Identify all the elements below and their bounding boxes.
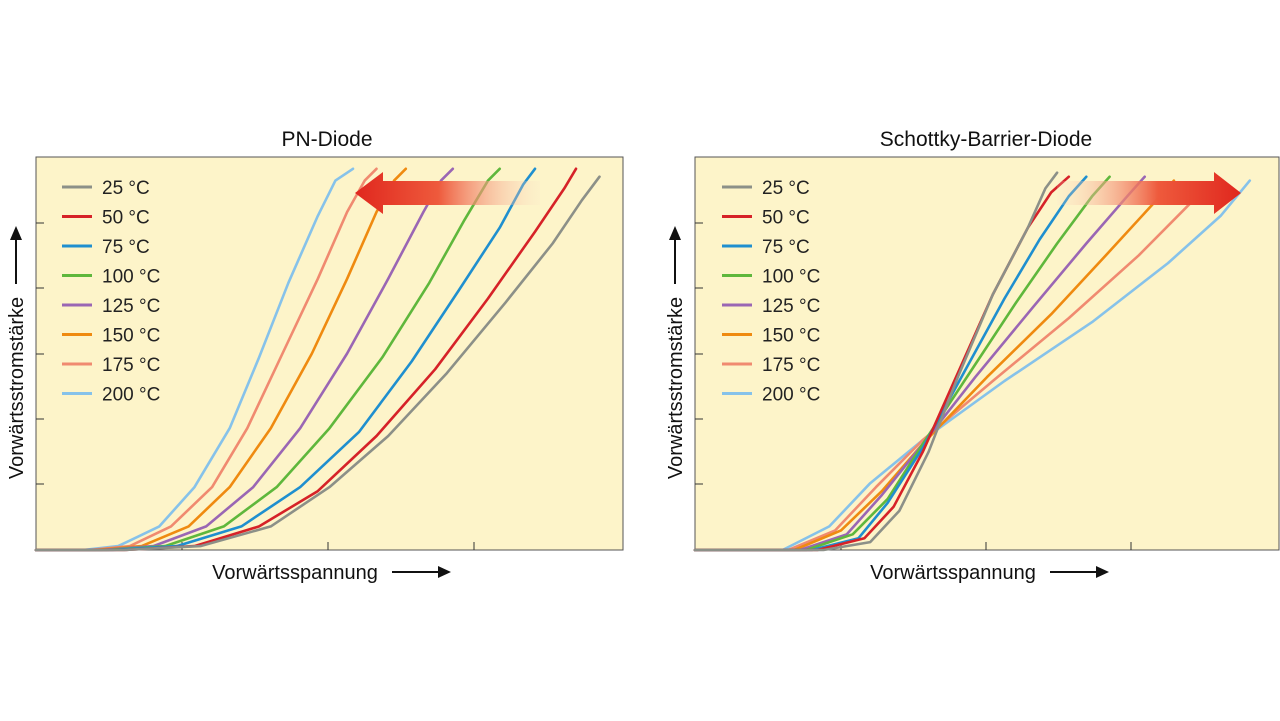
- legend: 25 °C 50 °C 75 °C 100 °C 125 °C 150 °C 175 °C 2…: [722, 178, 820, 406]
- x-axis-label: Vorwärtsspannung: [212, 562, 378, 584]
- legend-label: 125 °C: [762, 296, 820, 317]
- legend-item: 200 °C: [722, 385, 820, 406]
- chart-title: PN-Diode: [281, 128, 372, 151]
- y-ticks: [695, 222, 703, 485]
- legend-label: 25 °C: [102, 178, 150, 199]
- legend-label: 100 °C: [102, 267, 160, 288]
- y-axis-arrowhead: [10, 226, 22, 240]
- legend-label: 150 °C: [762, 326, 820, 347]
- legend-label: 75 °C: [762, 237, 810, 258]
- legend-item: 75 °C: [722, 237, 810, 258]
- legend-item: 125 °C: [62, 296, 160, 317]
- legend-item: 200 °C: [62, 385, 160, 406]
- series-line-200-c: [693, 179, 1252, 552]
- series-line-125-c: [693, 175, 1146, 552]
- series-line-50-c: [693, 175, 1071, 552]
- legend-item: 25 °C: [62, 178, 150, 199]
- chart-title: Schottky-Barrier-Diode: [880, 128, 1092, 151]
- y-axis-label: Vorwärtsstromstärke: [665, 297, 687, 479]
- legend-item: 125 °C: [722, 296, 820, 317]
- legend-item: 50 °C: [62, 208, 150, 229]
- series-line-25-c: [34, 175, 601, 552]
- series-line-175-c: [693, 183, 1211, 552]
- legend-item: 100 °C: [722, 267, 820, 288]
- series-line-25-c: [693, 171, 1059, 552]
- legend-item: 50 °C: [722, 208, 810, 229]
- series-line-75-c: [693, 175, 1088, 552]
- chart-pn-diode: PN-Diode 25 °C 50 °C 75 °C 100 °C 125 °C 150 …: [6, 128, 624, 584]
- x-axis-label: Vorwärtsspannung: [870, 562, 1036, 584]
- series-line-150-c: [693, 179, 1176, 552]
- series-group: [34, 167, 601, 552]
- legend-item: 150 °C: [62, 326, 160, 347]
- legend-label: 200 °C: [762, 385, 820, 406]
- y-axis-label: Vorwärtsstromstärke: [6, 297, 28, 479]
- y-ticks: [36, 222, 44, 485]
- shift-left-arrow: [355, 172, 540, 214]
- legend-item: 25 °C: [722, 178, 810, 199]
- legend-label: 125 °C: [102, 296, 160, 317]
- series-group: [693, 171, 1252, 552]
- legend-label: 100 °C: [762, 267, 820, 288]
- legend-item: 175 °C: [722, 355, 820, 376]
- legend-label: 200 °C: [102, 385, 160, 406]
- legend-item: 175 °C: [62, 355, 160, 376]
- x-axis-arrowhead: [438, 566, 451, 578]
- y-axis-arrowhead: [669, 226, 681, 240]
- legend-label: 25 °C: [762, 178, 810, 199]
- plot-area: [694, 156, 1280, 551]
- x-axis-arrowhead: [1096, 566, 1109, 578]
- legend-label: 50 °C: [762, 208, 810, 229]
- legend-label: 150 °C: [102, 326, 160, 347]
- legend-item: 150 °C: [722, 326, 820, 347]
- legend-label: 75 °C: [102, 237, 150, 258]
- shift-right-arrow: [1057, 172, 1241, 214]
- legend-label: 175 °C: [102, 355, 160, 376]
- legend-item: 100 °C: [62, 267, 160, 288]
- legend-label: 175 °C: [762, 355, 820, 376]
- plot-area: [35, 156, 624, 551]
- legend-label: 50 °C: [102, 208, 150, 229]
- chart-schottky-barrier-diode: Schottky-Barrier-Diode 25 °C 50 °C 75 °C 10…: [665, 128, 1280, 584]
- legend-item: 75 °C: [62, 237, 150, 258]
- legend: 25 °C 50 °C 75 °C 100 °C 125 °C 150 °C 175 °C 2…: [62, 178, 160, 406]
